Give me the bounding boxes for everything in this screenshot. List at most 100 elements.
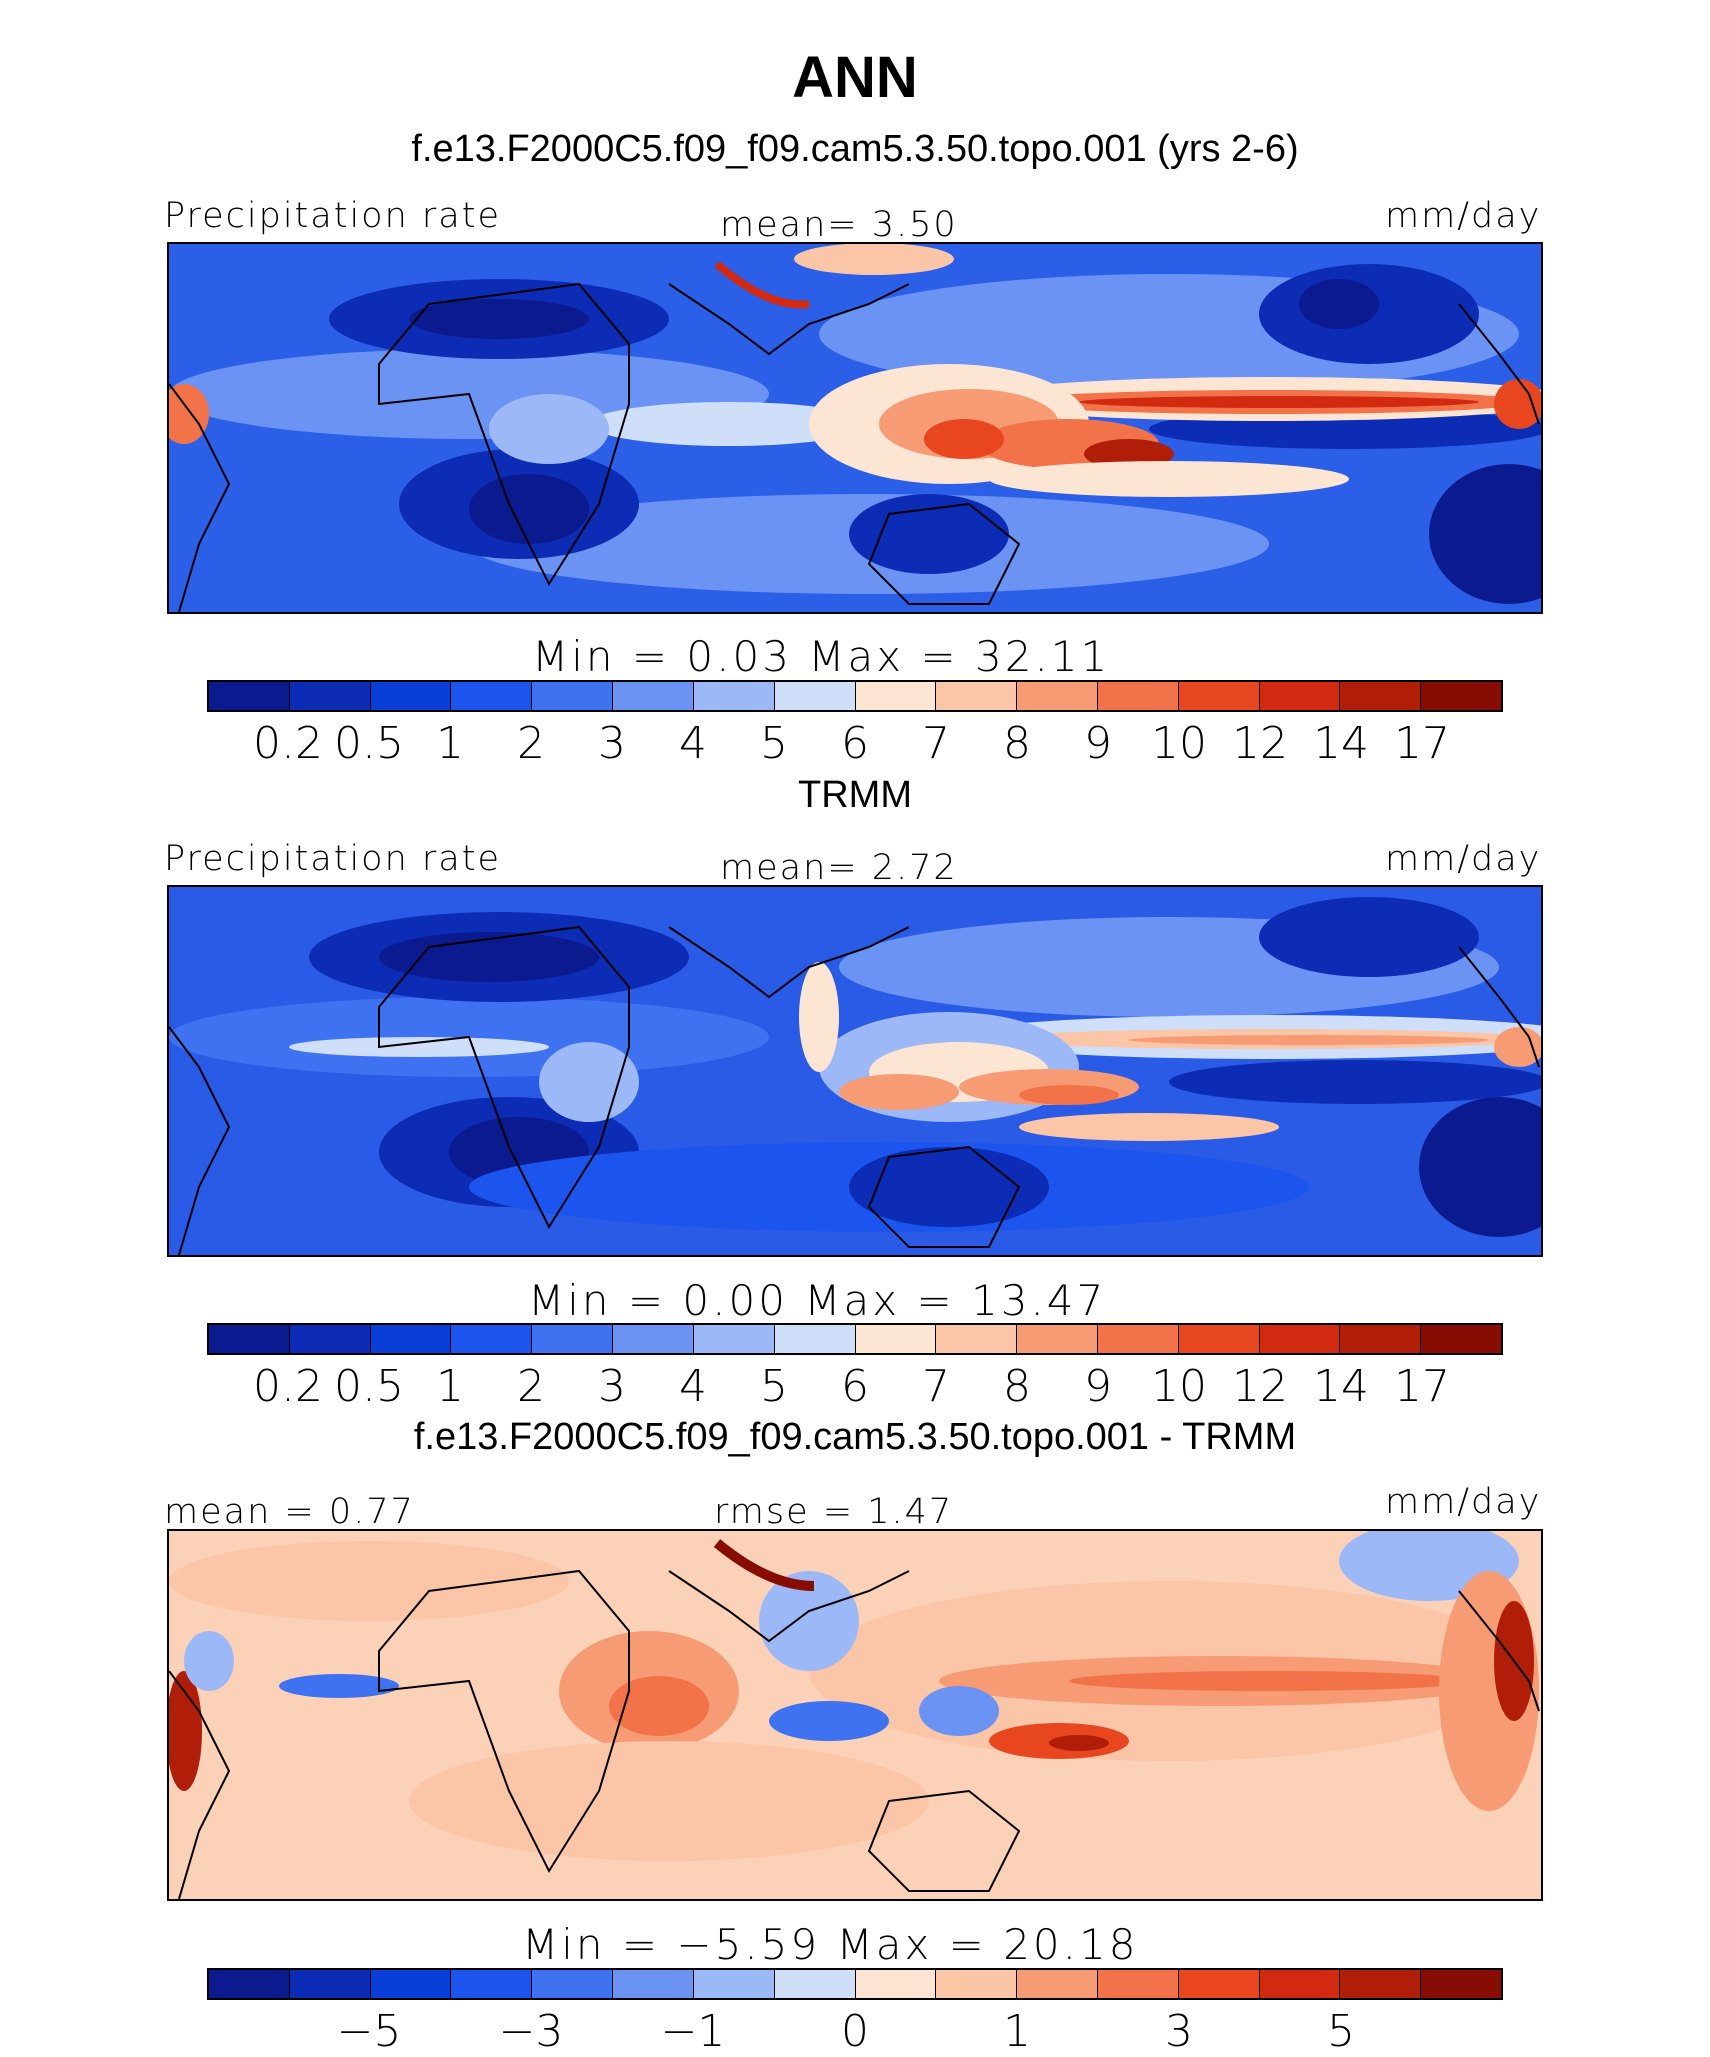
colorbar-tick-label: 9 [1084,718,1112,769]
colorbar-tick-label: 4 [679,1361,707,1412]
panel-2-units-label: mm/day [1385,839,1542,879]
colorbar-tick-label: 8 [1003,1361,1031,1412]
colorbar-tick-label: 1 [1003,2006,1031,2057]
colorbar-box [289,1970,371,1998]
colorbar-box [1340,1325,1422,1353]
colorbar-tick-label: 17 [1394,718,1450,769]
panel-1-contour-field [169,244,1541,612]
colorbar-box [1421,682,1501,710]
panel-1-colorbar [207,680,1503,712]
colorbar-tick-label: 2 [517,1361,545,1412]
colorbar-box [1178,682,1260,710]
colorbar-box [855,682,937,710]
colorbar-tick-label: 1 [436,1361,464,1412]
colorbar-box [1340,682,1422,710]
colorbar-tick-label: 8 [1003,718,1031,769]
colorbar-box [936,1970,1018,1998]
colorbar-tick-label: 5 [760,718,788,769]
colorbar-box [1259,1325,1341,1353]
colorbar-tick-label: 10 [1151,1361,1207,1412]
colorbar-tick-label: −3 [498,2006,564,2057]
colorbar-box [1017,1325,1098,1353]
colorbar-box [774,1325,856,1353]
colorbar-box [451,1970,533,1998]
colorbar-tick-label: 7 [922,1361,950,1412]
panel-1-min-max: Min = 0.03 Max = 32.11 [532,632,1111,681]
colorbar-box [613,1970,694,1998]
colorbar-box [1097,1970,1179,1998]
colorbar-box [936,682,1018,710]
colorbar-tick-label: 7 [922,718,950,769]
panel-3-units-label: mm/day [1385,1482,1542,1522]
colorbar-box [1421,1970,1501,1998]
panel-2-heading: TRMM [798,774,912,816]
panel-1-heading: f.e13.F2000C5.f09_f09.cam5.3.50.topo.001… [411,128,1299,170]
colorbar-box [532,1325,614,1353]
colorbar-box [693,1325,775,1353]
colorbar-tick-label: 5 [760,1361,788,1412]
colorbar-tick-label: 3 [598,718,626,769]
colorbar-box [693,1970,775,1998]
colorbar-box [693,682,775,710]
panel-3-rmse-label: rmse = 1.47 [714,1492,954,1532]
panel-2-mean-label: mean= 2.72 [720,848,958,888]
colorbar-box [1259,682,1341,710]
colorbar-box [1421,1325,1501,1353]
panel-2-colorbar [207,1323,1503,1355]
panel-2-map [167,885,1543,1257]
colorbar-tick-label: 12 [1232,1361,1288,1412]
colorbar-box [451,1325,533,1353]
colorbar-tick-label: 17 [1394,1361,1450,1412]
colorbar-tick-label: 0.2 [253,718,323,769]
colorbar-box [1017,682,1098,710]
colorbar-box [774,1970,856,1998]
colorbar-tick-label: 6 [841,1361,869,1412]
colorbar-box [532,1970,614,1998]
colorbar-box [289,1325,371,1353]
panel-1-units-label: mm/day [1385,196,1542,236]
colorbar-box [451,682,533,710]
colorbar-tick-label: 3 [598,1361,626,1412]
colorbar-box [1340,1970,1422,1998]
colorbar-tick-label: 10 [1151,718,1207,769]
panel-2-variable-label: Precipitation rate [164,839,501,879]
panel-1-variable-label: Precipitation rate [164,196,501,236]
colorbar-box [613,682,694,710]
panel-3-min-max: Min = −5.59 Max = 20.18 [522,1920,1139,1969]
colorbar-box [1259,1970,1341,1998]
colorbar-box [209,1970,290,1998]
colorbar-box [855,1325,937,1353]
colorbar-tick-label: 3 [1165,2006,1193,2057]
colorbar-box [936,1325,1018,1353]
colorbar-tick-label: −1 [660,2006,726,2057]
colorbar-tick-label: 5 [1327,2006,1355,2057]
figure-title: ANN [792,45,918,110]
panel-2-contour-field [169,887,1541,1255]
colorbar-tick-label: 6 [841,718,869,769]
colorbar-tick-label: 9 [1084,1361,1112,1412]
panel-2-min-max: Min = 0.00 Max = 13.47 [528,1276,1107,1325]
panel-3-mean-label: mean = 0.77 [164,1492,415,1532]
colorbar-tick-label: 0.2 [253,1361,323,1412]
colorbar-tick-label: 14 [1313,718,1369,769]
colorbar-tick-label: 14 [1313,1361,1369,1412]
panel-3-colorbar [207,1968,1503,2000]
colorbar-box [1178,1970,1260,1998]
panel-3-contour-field [169,1531,1541,1899]
colorbar-box [209,1325,290,1353]
panel-1-map [167,242,1543,614]
colorbar-box [1178,1325,1260,1353]
colorbar-tick-label: 0.5 [334,1361,404,1412]
colorbar-tick-label: −5 [336,2006,402,2057]
colorbar-box [1017,1970,1098,1998]
colorbar-box [1097,682,1179,710]
panel-3-heading: f.e13.F2000C5.f09_f09.cam5.3.50.topo.001… [413,1416,1297,1458]
colorbar-box [289,682,371,710]
colorbar-tick-label: 12 [1232,718,1288,769]
colorbar-box [532,682,614,710]
colorbar-tick-label: 4 [679,718,707,769]
colorbar-box [370,1970,452,1998]
colorbar-box [774,682,856,710]
colorbar-box [613,1325,694,1353]
panel-3-map [167,1529,1543,1901]
